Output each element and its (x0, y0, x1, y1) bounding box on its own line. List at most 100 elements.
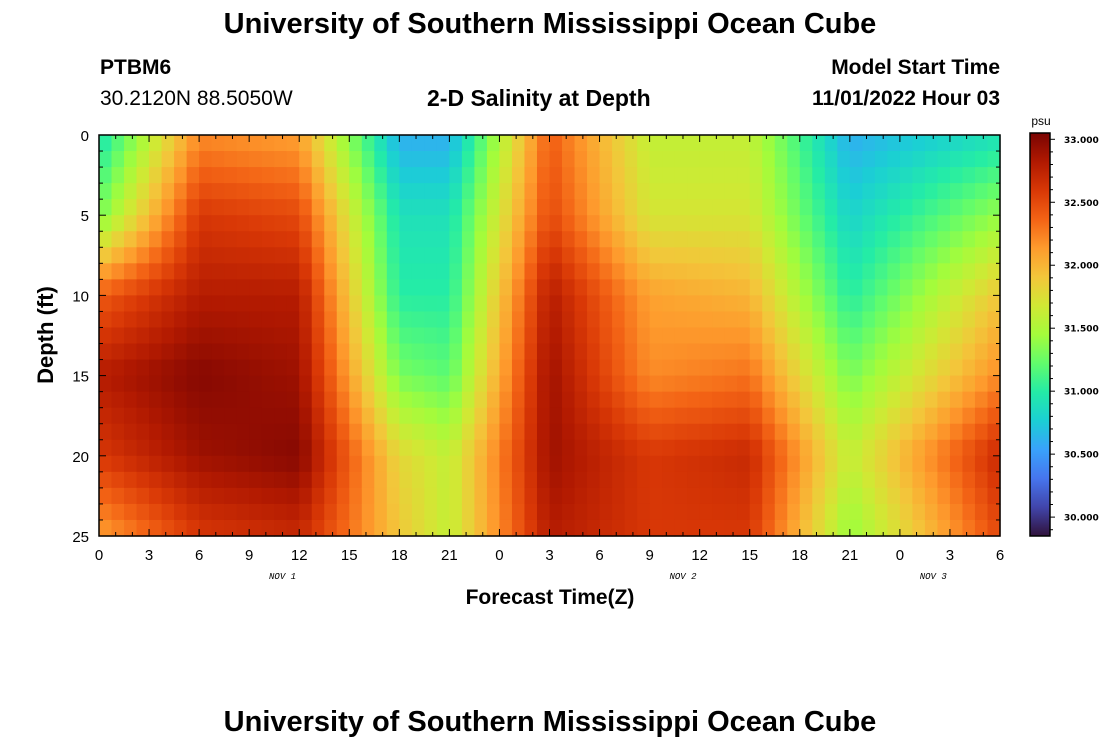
heatmap-cell (174, 295, 188, 313)
heatmap-cell (461, 439, 476, 457)
heatmap-cell (249, 135, 263, 152)
heatmap-cell (887, 455, 901, 473)
heatmap-cell (261, 247, 275, 264)
heatmap-cell (674, 503, 688, 521)
heatmap-cell (562, 151, 576, 168)
heatmap-cell (136, 487, 150, 505)
heatmap-cell (662, 327, 676, 345)
heatmap-cell (674, 183, 688, 200)
heatmap-cell (286, 215, 300, 232)
heatmap-cell (612, 439, 626, 457)
heatmap-cell (874, 279, 888, 296)
x-tick-label: 3 (946, 547, 954, 564)
heatmap-cell (812, 359, 826, 377)
heatmap-cell (824, 151, 838, 168)
heatmap-cell (461, 311, 476, 329)
heatmap-cell (186, 215, 200, 232)
heatmap-cell (361, 391, 375, 409)
heatmap-cell (499, 311, 513, 329)
heatmap-cell (587, 263, 601, 280)
heatmap-cell (261, 183, 275, 200)
heatmap-cell (524, 327, 538, 345)
heatmap-cell (974, 295, 989, 313)
heatmap-cell (837, 263, 851, 280)
heatmap-cell (787, 231, 801, 248)
heatmap-cell (261, 135, 275, 152)
heatmap-cell (361, 183, 375, 200)
heatmap-cell (224, 391, 238, 409)
heatmap-cell (612, 279, 626, 296)
heatmap-cell (411, 135, 425, 152)
heatmap-cell (774, 439, 788, 457)
heatmap-cell (674, 391, 688, 409)
heatmap-cell (962, 263, 976, 280)
heatmap-cell (536, 183, 551, 200)
heatmap-cell (874, 455, 888, 473)
heatmap-cell (562, 199, 576, 216)
heatmap-cell (662, 375, 676, 393)
heatmap-cell (99, 167, 113, 184)
heatmap-cell (161, 343, 175, 361)
heatmap-cell (762, 151, 776, 168)
heatmap-cell (812, 231, 826, 248)
heatmap-cell (562, 295, 576, 313)
heatmap-cell (574, 199, 588, 216)
heatmap-cell (511, 375, 526, 393)
heatmap-cell (812, 439, 826, 457)
heatmap-cell (124, 263, 138, 280)
heatmap-cell (699, 231, 713, 248)
heatmap-cell (111, 151, 125, 168)
heatmap-cell (799, 359, 813, 377)
heatmap-cell (336, 423, 350, 441)
heatmap-cell (962, 167, 976, 184)
heatmap-cell (199, 455, 213, 473)
heatmap-cell (274, 199, 288, 216)
heatmap-cell (562, 279, 576, 296)
heatmap-cell (824, 215, 838, 232)
heatmap-cell (674, 343, 688, 361)
heatmap-cell (874, 407, 888, 425)
heatmap-cell (236, 167, 250, 184)
heatmap-cell (399, 135, 413, 152)
heatmap-cell (524, 359, 538, 377)
heatmap-cell (361, 151, 375, 168)
heatmap-cell (812, 423, 826, 441)
heatmap-cell (174, 135, 188, 152)
heatmap-cell (912, 439, 926, 457)
heatmap-cell (374, 359, 388, 377)
heatmap-cell (762, 311, 776, 329)
heatmap-cell (149, 503, 163, 521)
heatmap-cell (824, 391, 838, 409)
heatmap-cell (186, 487, 200, 505)
heatmap-cell (299, 263, 313, 280)
heatmap-cell (236, 135, 250, 152)
heatmap-cell (637, 311, 651, 329)
heatmap-cell (837, 199, 851, 216)
heatmap-cell (737, 375, 751, 393)
heatmap-cell (924, 167, 939, 184)
heatmap-cell (374, 503, 388, 521)
heatmap-cell (311, 519, 325, 537)
heatmap-cell (687, 167, 701, 184)
colorbar: 33.00032.50032.00031.50031.00030.50030.0… (1029, 132, 1099, 537)
heatmap-cell (849, 311, 863, 329)
heatmap-cell (424, 151, 438, 168)
heatmap-cell (762, 519, 776, 537)
heatmap-cell (874, 151, 888, 168)
heatmap-cell (674, 359, 688, 377)
heatmap-cell (912, 151, 926, 168)
heatmap-cell (737, 263, 751, 280)
heatmap-cell (649, 423, 663, 441)
heatmap-cell (361, 439, 375, 457)
heatmap-cell (474, 423, 488, 441)
heatmap-cell (862, 263, 876, 280)
heatmap-cell (687, 455, 701, 473)
heatmap-cell (762, 391, 776, 409)
heatmap-cell (724, 487, 738, 505)
heatmap-cell (199, 439, 213, 457)
heatmap-cell (261, 375, 275, 393)
heatmap-cell (712, 151, 726, 168)
heatmap-cell (849, 247, 863, 264)
heatmap-cell (199, 423, 213, 441)
footer-title: University of Southern Mississippi Ocean… (223, 706, 877, 738)
